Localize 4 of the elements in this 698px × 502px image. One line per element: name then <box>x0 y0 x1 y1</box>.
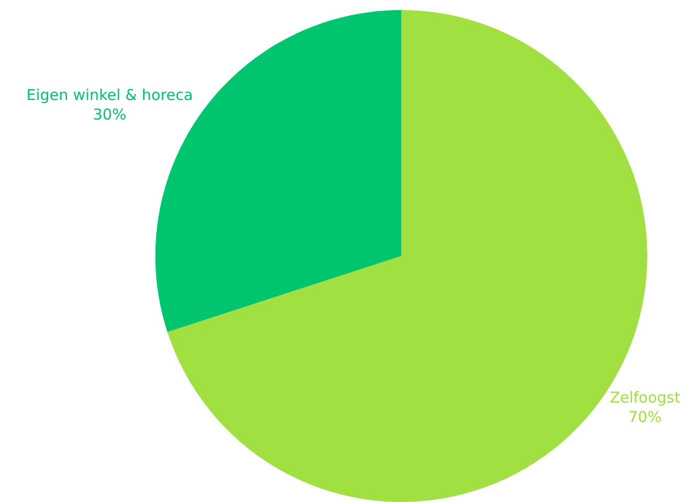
data-label: 70% <box>628 408 662 426</box>
slice-label: Zelfoogst <box>610 388 680 406</box>
data-label: 30% <box>93 106 126 124</box>
slice-label: Eigen winkel & horeca <box>26 86 193 104</box>
